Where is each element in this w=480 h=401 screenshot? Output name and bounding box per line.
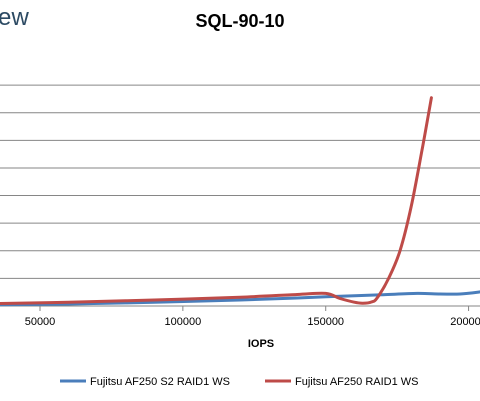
series-layer — [0, 96, 480, 307]
x-tick-label: 200000 — [450, 316, 480, 328]
x-axis-title: IOPS — [248, 338, 274, 350]
publisher-logo-fragment: ew — [0, 4, 30, 31]
x-tick-label: 50000 — [25, 316, 56, 328]
chart-title: SQL-90-10 — [195, 11, 285, 31]
x-tick-label: 100000 — [164, 316, 201, 328]
x-axis-ticks: 50000 100000 150000 200000 — [25, 306, 480, 328]
gridlines — [0, 84, 480, 279]
legend-label-2: Fujitsu AF250 RAID1 WS — [295, 376, 419, 388]
legend-label-1: Fujitsu AF250 S2 RAID1 WS — [90, 376, 230, 388]
x-tick-label: 150000 — [307, 316, 344, 328]
legend: Fujitsu AF250 S2 RAID1 WS Fujitsu AF250 R… — [60, 376, 419, 388]
series-line-2 — [0, 96, 433, 305]
